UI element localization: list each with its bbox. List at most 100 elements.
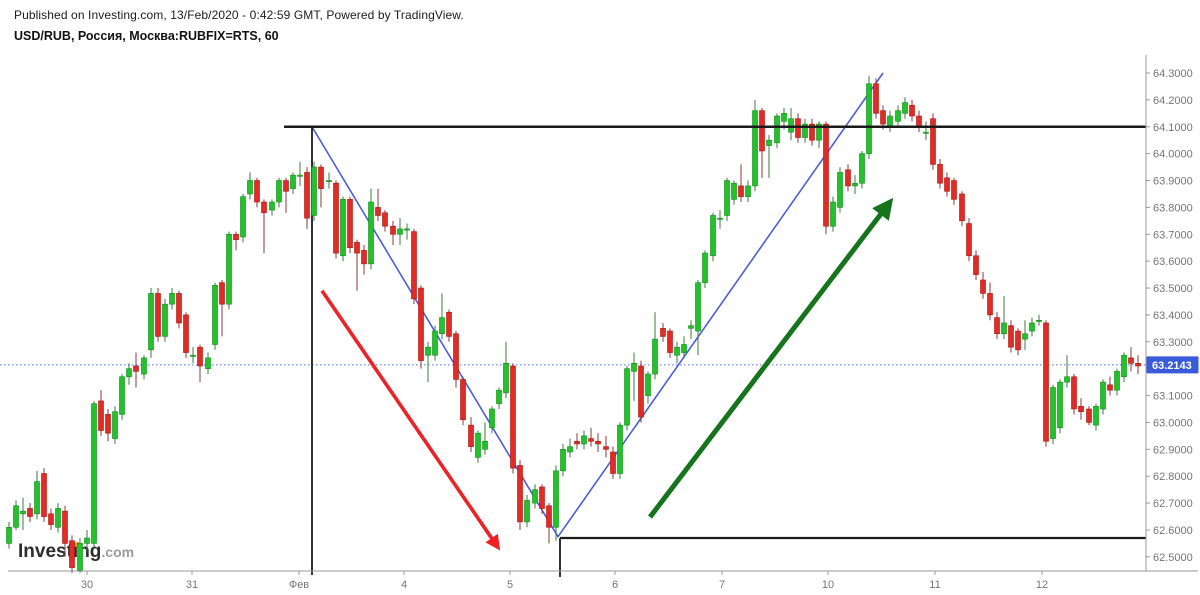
candle-body (1100, 381, 1106, 410)
candle-down (610, 446, 616, 479)
candle-up (1036, 314, 1042, 326)
candle-body (176, 293, 182, 324)
candle-down (1043, 320, 1049, 447)
candle-down (994, 312, 1000, 340)
y-axis-label: 64.3000 (1153, 68, 1193, 80)
candle-body (873, 83, 879, 114)
candle-body (390, 225, 396, 235)
candle-body (133, 365, 139, 372)
y-axis-label: 64.1000 (1153, 122, 1193, 134)
candle-body (923, 131, 929, 134)
candle-body (283, 180, 289, 192)
candle-body (468, 424, 474, 447)
candle-up (731, 180, 737, 205)
x-axis-label: Фев (289, 579, 309, 591)
candle-down (909, 99, 915, 122)
candle-up (766, 134, 772, 178)
candle-up (340, 196, 346, 262)
candle-down (546, 503, 552, 544)
candle-body (269, 201, 275, 211)
candle-down (411, 228, 417, 305)
down-trend-arrow (320, 289, 501, 551)
candle-down (27, 503, 33, 522)
candle-body (959, 193, 965, 222)
candle-down (155, 288, 161, 342)
candle-body (212, 285, 218, 345)
candle-down (446, 309, 452, 342)
candle-up (645, 371, 651, 404)
candle-down (354, 239, 360, 291)
candle-body (588, 438, 594, 442)
candle-body (567, 446, 573, 453)
candle-up (859, 150, 865, 189)
candle-up (1022, 320, 1028, 350)
candle-body (560, 449, 566, 472)
candle-up (190, 347, 196, 364)
candle-body (745, 185, 751, 197)
candle-up (1100, 379, 1106, 415)
candle-up (489, 406, 495, 434)
candle-up (560, 443, 566, 477)
candle-body (475, 432, 481, 458)
candle-up (91, 400, 97, 549)
candle-body (439, 317, 445, 335)
candle-body (290, 174, 296, 189)
candle-body (581, 435, 587, 445)
candle-up (895, 105, 901, 127)
candle-up (326, 172, 332, 189)
y-axis-label: 63.5000 (1153, 283, 1193, 295)
candles (6, 75, 1141, 573)
candle-up (902, 97, 908, 119)
candle-down (1078, 398, 1084, 420)
candle-up (205, 352, 211, 375)
candle-body (62, 510, 68, 544)
candle-up (162, 298, 168, 342)
candle-body (930, 118, 936, 165)
candle-up (148, 288, 154, 358)
candle-up (1064, 355, 1070, 388)
y-axis-label: 63.9000 (1153, 176, 1193, 188)
y-axis-label: 63.4000 (1153, 310, 1193, 322)
candle-up (1050, 384, 1056, 444)
candle-body (219, 282, 225, 305)
y-axis-label: 62.9000 (1153, 444, 1193, 456)
candle-down (574, 433, 580, 450)
y-axis-label: 62.7000 (1153, 498, 1193, 510)
candle-body (1121, 354, 1127, 378)
candle-down (219, 279, 225, 337)
candle-body (866, 83, 872, 154)
candle-body (460, 379, 466, 421)
candle-body (297, 174, 303, 177)
candle-body (34, 481, 40, 515)
investing-logo-brand: Investing (18, 541, 101, 562)
y-axis-label: 63.6000 (1153, 256, 1193, 268)
current-price-label-bg (1146, 356, 1199, 374)
candle-body (887, 115, 893, 128)
candle-body (368, 201, 374, 265)
candle-down (1135, 355, 1141, 375)
candle-up (695, 279, 701, 356)
y-axis-label: 64.2000 (1153, 95, 1193, 107)
candle-up (688, 320, 694, 340)
candle-up (297, 161, 303, 186)
y-axis-label: 63.8000 (1153, 202, 1193, 214)
candle-body (667, 330, 673, 353)
candle-body (781, 113, 787, 122)
candle-body (347, 199, 353, 249)
candle-body (809, 123, 815, 141)
x-axis-label: 7 (719, 579, 725, 591)
candle-up (119, 374, 125, 420)
candle-up (212, 282, 218, 350)
candle-up (311, 161, 317, 221)
candle-down (382, 210, 388, 232)
x-axis-label: 10 (822, 579, 834, 591)
candle-body (816, 123, 822, 141)
candle-body (1022, 333, 1028, 340)
instrument-title: USD/RUB, Россия, Москва:RUBFIX=RTS, 60 (14, 29, 279, 43)
candle-down (595, 433, 601, 453)
candle-down (261, 199, 267, 254)
candle-body (852, 182, 858, 187)
candle-up (240, 193, 246, 243)
candle-body (446, 311, 452, 337)
candle-body (1015, 330, 1021, 351)
